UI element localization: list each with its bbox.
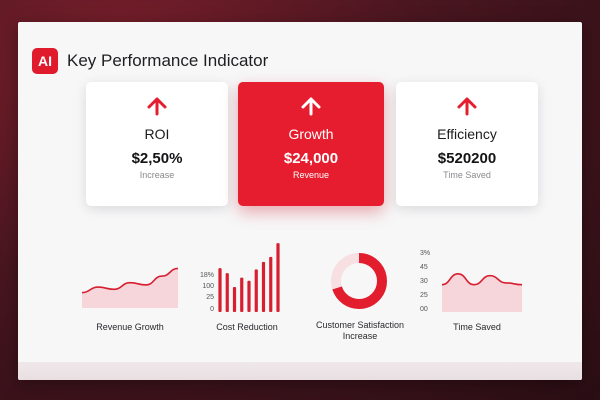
time-saved-line bbox=[442, 273, 522, 286]
label-line-2: Increase bbox=[342, 331, 378, 341]
revenue-growth-line bbox=[82, 267, 178, 294]
logo: AI bbox=[32, 48, 58, 74]
time-saved-label: Time Saved bbox=[453, 322, 501, 332]
time-ytick: 45 bbox=[420, 264, 428, 271]
kpi-card-roi[interactable]: ROI $2,50% Increase bbox=[86, 82, 228, 206]
time-saved-chart bbox=[442, 273, 522, 312]
time-saved-area bbox=[442, 273, 522, 312]
kpi-subtitle: Increase bbox=[139, 170, 175, 180]
cost-ytick: 25 bbox=[206, 294, 214, 301]
kpi-card-growth[interactable]: Growth $24,000 Revenue bbox=[238, 82, 384, 206]
kpi-subtitle: Revenue bbox=[292, 170, 330, 180]
kpi-subtitle: Time Saved bbox=[443, 170, 491, 180]
cost-ytick: 100 bbox=[202, 283, 214, 290]
kpi-value: $24,000 bbox=[283, 150, 339, 167]
cost-bar bbox=[218, 268, 222, 312]
revenue-growth-label: Revenue Growth bbox=[96, 322, 164, 332]
kpi-value: $2,50% bbox=[131, 150, 183, 167]
kpi-label: Growth bbox=[288, 126, 334, 142]
time-ytick: 25 bbox=[420, 292, 428, 299]
dashboard-panel: AI Key Performance Indicator ROI $2,50% … bbox=[18, 22, 582, 380]
revenue-growth-area bbox=[82, 268, 178, 308]
cost-reduction-label: Cost Reduction bbox=[216, 322, 278, 332]
time-ytick: 3% bbox=[420, 250, 431, 257]
cost-reduction-chart bbox=[218, 243, 280, 312]
cost-bar bbox=[276, 243, 280, 312]
arrow-up-icon bbox=[301, 97, 321, 116]
cost-bar bbox=[269, 256, 273, 312]
time-ytick: 00 bbox=[420, 306, 428, 313]
page-title: Key Performance Indicator bbox=[67, 51, 269, 70]
kpi-label: ROI bbox=[144, 126, 170, 142]
kpi-card-efficiency[interactable]: Efficiency $520200 Time Saved bbox=[396, 82, 538, 206]
revenue-growth-chart bbox=[82, 267, 178, 308]
cost-bar bbox=[254, 269, 258, 312]
cost-ytick: 0 bbox=[210, 306, 214, 313]
cost-bar bbox=[225, 273, 229, 312]
arrow-up-icon bbox=[147, 97, 167, 116]
customer-satisfaction-donut bbox=[331, 253, 387, 309]
customer-satisfaction-label: Customer Satisfaction Increase bbox=[310, 320, 410, 342]
donut-slice bbox=[331, 253, 387, 309]
label-line-1: Customer Satisfaction bbox=[315, 320, 405, 330]
panel-footer-strip bbox=[18, 362, 582, 380]
kpi-label: Efficiency bbox=[437, 126, 497, 142]
cost-bar bbox=[247, 280, 251, 312]
header: AI Key Performance Indicator bbox=[32, 48, 268, 74]
time-ytick: 30 bbox=[420, 278, 428, 285]
kpi-value: $520200 bbox=[437, 150, 497, 167]
cost-ytick: 18% bbox=[199, 272, 214, 279]
cost-bar bbox=[261, 261, 266, 312]
cost-bar bbox=[240, 277, 244, 312]
arrow-up-icon bbox=[457, 97, 477, 116]
cost-bar bbox=[232, 286, 237, 312]
